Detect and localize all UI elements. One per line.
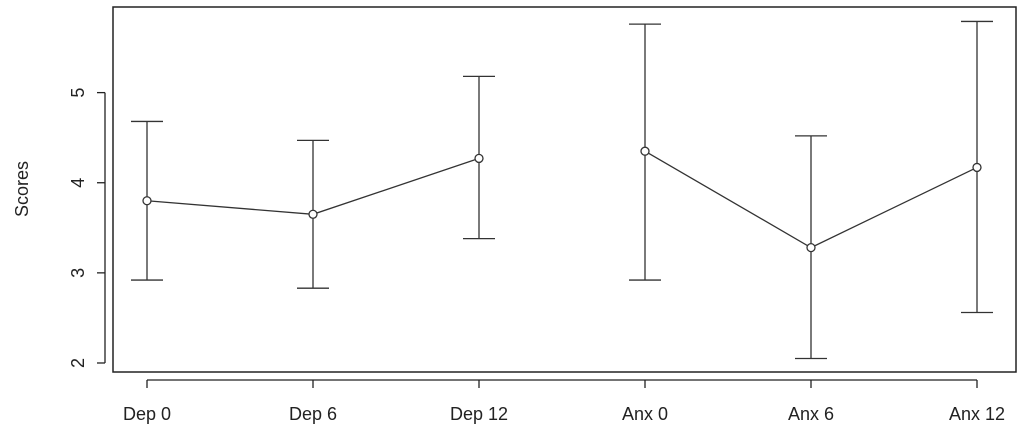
x-tick-label: Anx 12 <box>949 404 1005 424</box>
x-tick-label: Anx 0 <box>622 404 668 424</box>
y-tick-label: 3 <box>68 268 88 278</box>
y-tick-label: 2 <box>68 358 88 368</box>
data-point <box>806 242 816 253</box>
data-point <box>474 153 484 164</box>
data-point <box>308 209 318 219</box>
data-point <box>640 146 650 156</box>
plot-frame <box>112 6 1017 373</box>
y-tick-label: 5 <box>68 88 88 98</box>
x-tick-label: Dep 0 <box>123 404 171 424</box>
x-tick-label: Dep 6 <box>289 404 337 424</box>
y-axis: 2 3 4 5 <box>68 88 106 368</box>
series-layer <box>131 20 993 360</box>
x-tick-label: Anx 6 <box>788 404 834 424</box>
y-axis-label: Scores <box>12 161 32 217</box>
x-tick-label: Dep 12 <box>450 404 508 424</box>
y-tick-label: 4 <box>68 178 88 188</box>
data-point <box>972 162 982 173</box>
x-axis: Dep 0 Dep 6 Dep 12 Anx 0 Anx 6 Anx 12 <box>123 379 1005 424</box>
data-point <box>142 196 152 206</box>
